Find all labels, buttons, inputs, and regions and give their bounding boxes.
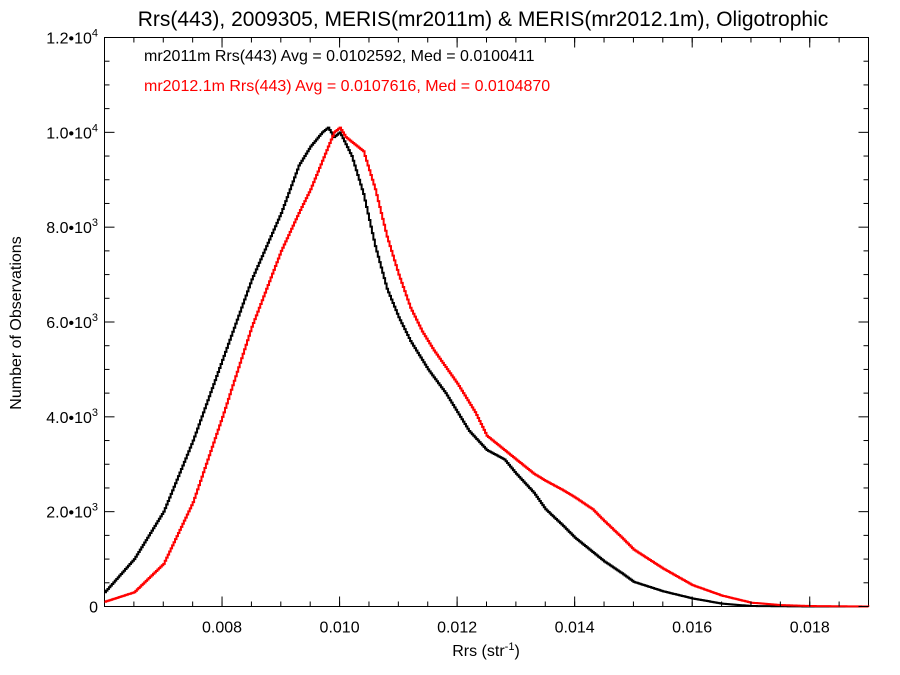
y-tick-label: 8.0•103 (46, 217, 98, 237)
plot-area (104, 37, 869, 607)
y-tick-label: 6.0•103 (46, 312, 98, 332)
series-layer (104, 126, 870, 608)
y-tick-label: 1.0•104 (46, 122, 98, 142)
x-axis-label-superscript: -1 (505, 641, 515, 653)
legend-entry-mr2012-1m: mr2012.1m Rrs(443) Avg = 0.0107616, Med … (144, 78, 550, 95)
chart-title: Rrs(443), 2009305, MERIS(mr2011m) & MERI… (138, 8, 829, 31)
x-axis: 0.008 0.010 0.012 0.014 0.016 0.018 (133, 37, 840, 637)
x-tick-label: 0.016 (672, 620, 712, 637)
series-line-1 (104, 126, 870, 608)
x-axis-label-text: Rrs (str (452, 643, 505, 660)
x-tick-label: 0.012 (437, 620, 477, 637)
y-tick-label: 2.0•103 (46, 502, 98, 522)
x-axis-label-end: ) (514, 643, 519, 660)
y-tick-label: 0 (89, 600, 98, 617)
y-tick-label: 1.2•104 (46, 28, 98, 48)
y-axis-label: Number of Observations (8, 236, 25, 409)
y-axis: 0 2.0•103 4.0•103 6.0•103 8.0•103 1.0•104 1.2•… (46, 28, 869, 617)
x-axis-label: Rrs (str-1) (452, 641, 520, 660)
x-tick-label: 0.010 (320, 620, 360, 637)
legend-entry-mr2011m: mr2011m Rrs(443) Avg = 0.0102592, Med = … (144, 48, 535, 65)
x-tick-label: 0.018 (790, 620, 830, 637)
series-line-0 (104, 126, 869, 608)
x-tick-label: 0.008 (202, 620, 242, 637)
y-tick-label: 4.0•103 (46, 407, 98, 427)
x-tick-label: 0.014 (555, 620, 595, 637)
legend: mr2011m Rrs(443) Avg = 0.0102592, Med = … (144, 48, 550, 95)
